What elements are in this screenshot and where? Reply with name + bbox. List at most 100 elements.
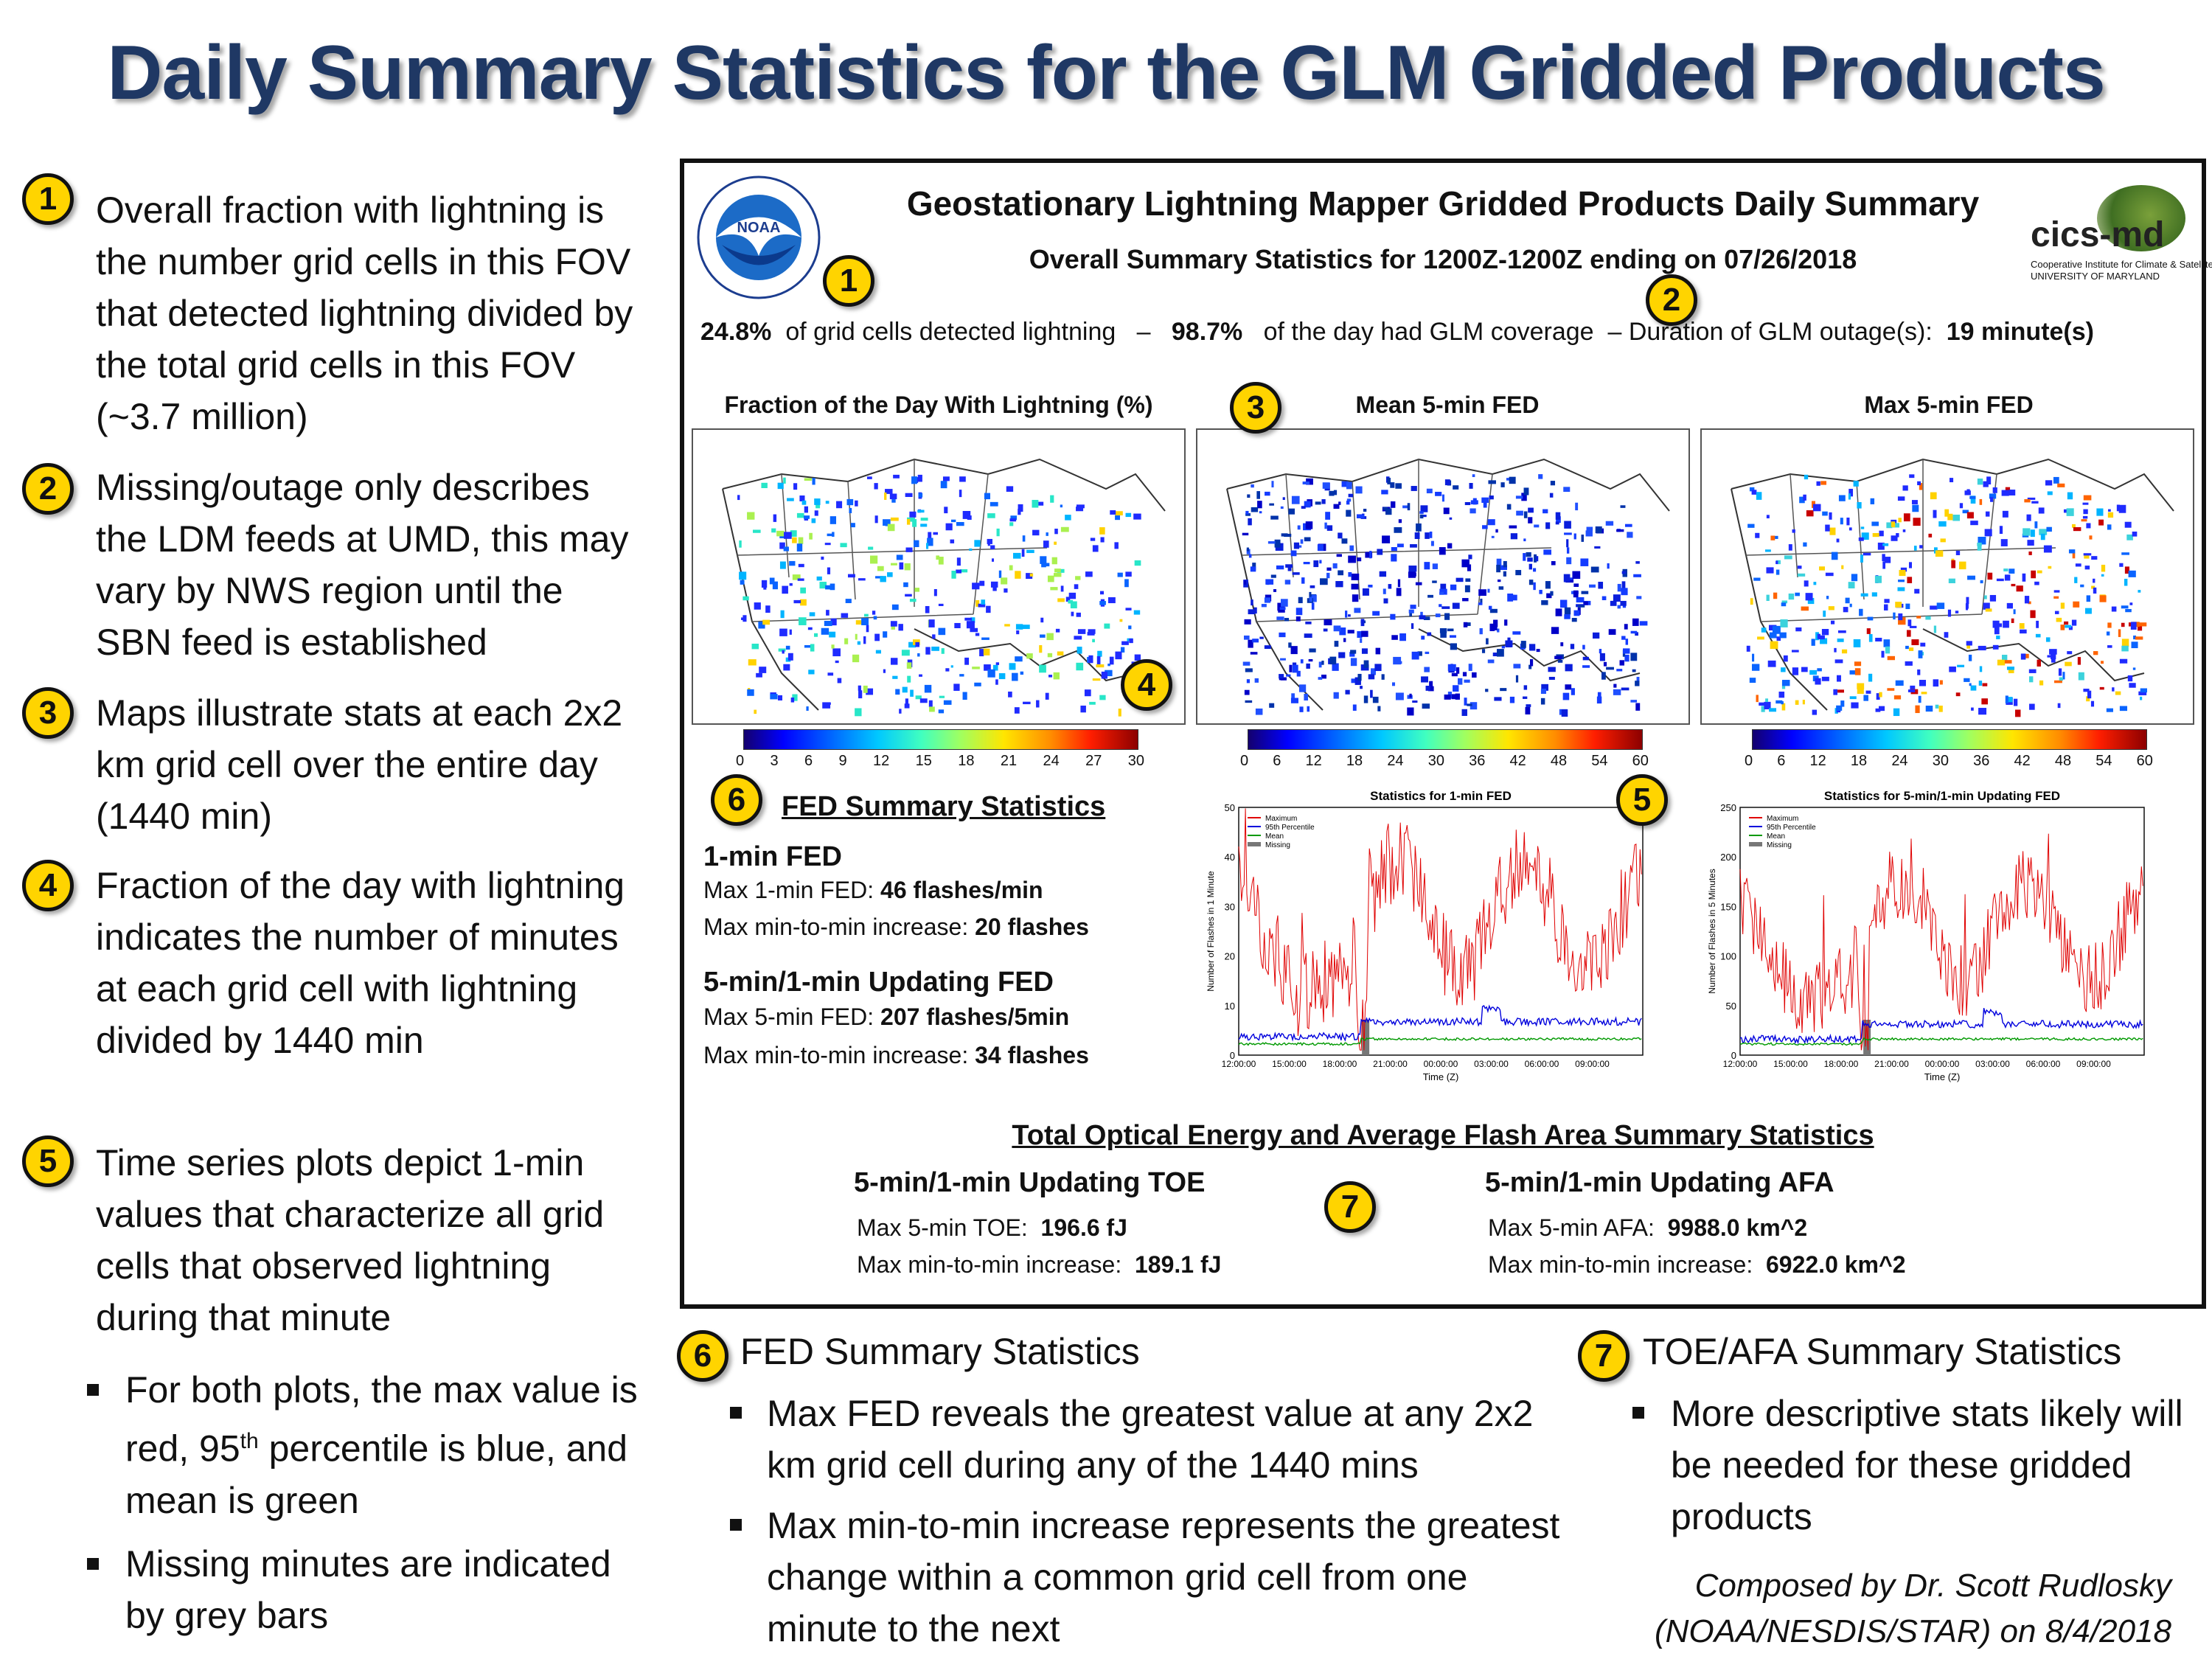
lightning-cell: [2119, 706, 2128, 712]
lightning-cell: [1304, 501, 1311, 508]
ts-series-95th-percentile: [1238, 1004, 1642, 1042]
lightning-cell: [1897, 587, 1905, 591]
lightning-cell: [1497, 628, 1500, 633]
lightning-cell: [1920, 642, 1926, 647]
lightning-cell: [1350, 650, 1357, 654]
panel-badge-1: 1: [823, 255, 874, 307]
lightning-cell: [1100, 537, 1105, 543]
lightning-cell: [769, 577, 775, 585]
lightning-cell: [2128, 570, 2136, 577]
lightning-cell: [1060, 504, 1063, 508]
lightning-cell: [964, 657, 970, 665]
map-mean-5min-fed-image: [1226, 458, 1670, 717]
lightning-cell: [1868, 633, 1873, 642]
badge-4: 4: [22, 860, 74, 911]
lightning-cell: [941, 648, 945, 654]
lightning-cell: [2028, 669, 2037, 673]
lightning-cell: [2008, 490, 2016, 495]
ts-ytick: 150: [1720, 901, 1736, 912]
lightning-cell: [1286, 674, 1291, 677]
lightning-cell: [801, 500, 807, 505]
lightning-cell: [1487, 519, 1495, 526]
lightning-cell: [1590, 566, 1599, 573]
lightning-cell: [1248, 518, 1252, 526]
lightning-cell: [1467, 703, 1472, 706]
lightning-cell: [783, 546, 789, 552]
lightning-cell: [990, 581, 998, 588]
lightning-cell: [1274, 539, 1281, 548]
lightning-cell: [852, 654, 860, 663]
ts-legend-label: Mean: [1767, 832, 1785, 841]
colorbar-tick: 27: [1085, 753, 1102, 769]
lightning-cell: [1884, 557, 1891, 563]
lightning-cell: [1632, 669, 1636, 672]
lightning-cell: [1124, 579, 1129, 588]
ts-series-maximum: [1739, 833, 2143, 1051]
lightning-cell: [1096, 664, 1105, 668]
lightning-cell: [2101, 564, 2106, 572]
lightning-cell: [874, 633, 880, 641]
lightning-cell: [940, 481, 947, 489]
lightning-cell: [1896, 533, 1899, 538]
ts-ytick: 50: [1726, 1001, 1736, 1012]
lightning-cell: [1338, 570, 1344, 576]
lightning-cell: [1521, 493, 1527, 501]
lightning-cell: [1848, 582, 1855, 588]
lightning-cell: [1352, 594, 1359, 602]
lightning-cell: [1009, 565, 1013, 571]
lightning-cell: [1528, 507, 1534, 513]
lightning-cell: [2086, 523, 2091, 529]
lightning-cell: [2089, 535, 2093, 540]
lightning-cell: [1374, 664, 1382, 672]
lightning-cell: [1251, 484, 1254, 488]
bottom-badge-7: 7: [1578, 1330, 1630, 1382]
lightning-cell: [2129, 683, 2136, 688]
lightning-cell: [819, 582, 827, 589]
lightning-cell: [1778, 691, 1785, 698]
lightning-cell: [1065, 597, 1071, 602]
lightning-cell: [1566, 557, 1572, 565]
lightning-cell: [1613, 594, 1621, 602]
lightning-cell: [1311, 594, 1317, 602]
lightning-cell: [1410, 605, 1416, 609]
lightning-cell: [1767, 660, 1776, 667]
lightning-cell: [1300, 539, 1304, 544]
lightning-cell: [986, 605, 991, 613]
lightning-cell: [970, 627, 978, 633]
lightning-cell: [966, 621, 975, 629]
lightning-cell: [846, 498, 854, 506]
badge-2: 2: [22, 463, 74, 515]
lightning-cell: [1345, 689, 1350, 695]
lightning-cell: [1251, 599, 1253, 606]
lightning-cell: [1290, 646, 1298, 655]
lightning-cell: [1133, 610, 1141, 615]
lightning-cell: [1269, 503, 1274, 506]
lightning-cell: [1848, 493, 1851, 500]
lightning-cell: [1509, 594, 1517, 601]
lightning-cell: [847, 574, 855, 578]
lightning-cell: [1555, 521, 1559, 525]
lightning-cell: [998, 673, 1006, 680]
lightning-cell: [1563, 574, 1571, 582]
lightning-cell: [1907, 577, 1913, 583]
colorbar-tick: 12: [1809, 753, 1826, 769]
lightning-cell: [789, 629, 792, 635]
lightning-cell: [1419, 615, 1426, 620]
lightning-cell: [1933, 679, 1939, 687]
lightning-cell: [975, 600, 980, 607]
lightning-cell: [1001, 577, 1008, 585]
fed1-max: Max 1-min FED: 46 flashes/min: [703, 877, 1043, 903]
lightning-cell: [1834, 659, 1843, 664]
lightning-cell: [855, 500, 858, 507]
lightning-cell: [1860, 593, 1868, 597]
lightning-cell: [873, 616, 877, 620]
lightning-cell: [825, 501, 830, 504]
lightning-cell: [772, 581, 778, 590]
lightning-cell: [1125, 512, 1132, 518]
lightning-cell: [1887, 655, 1896, 661]
lightning-cell: [1332, 563, 1338, 568]
colorbar-tick: 9: [838, 753, 847, 769]
toe-title: 5-min/1-min Updating TOE: [854, 1167, 1206, 1198]
lightning-cell: [1989, 493, 1997, 499]
lightning-cell: [1293, 542, 1300, 549]
